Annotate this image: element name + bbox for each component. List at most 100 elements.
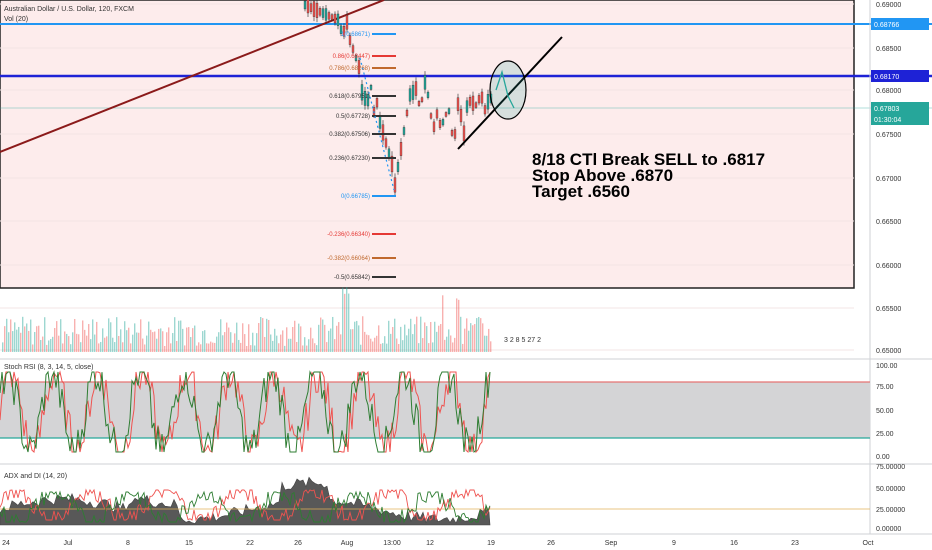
volume-bar [426, 326, 428, 352]
annotation-line-3[interactable]: Target .6560 [532, 182, 630, 201]
volume-bar [178, 320, 180, 352]
volume-bar [252, 332, 254, 352]
volume-bar [246, 345, 248, 352]
volume-bar [82, 320, 84, 352]
candle-body [456, 97, 460, 111]
volume-bar [310, 327, 312, 352]
volume-bar [244, 334, 246, 352]
volume-bar [30, 319, 32, 352]
volume-bar [138, 332, 140, 352]
volume-bar [56, 321, 58, 352]
candle-body [444, 112, 448, 117]
volume-bar [260, 317, 262, 352]
volume-bar [180, 320, 182, 352]
candle-body [384, 138, 388, 148]
volume-bar [364, 331, 366, 352]
volume-bar [156, 338, 158, 352]
volume-bar [70, 344, 72, 352]
volume-bar [400, 326, 402, 352]
candle-body [486, 94, 490, 110]
volume-bar [188, 327, 190, 352]
volume-bar [308, 339, 310, 352]
volume-bar [278, 343, 280, 352]
volume-bar [102, 328, 104, 352]
volume-bar [472, 325, 474, 352]
candle-body [429, 113, 433, 119]
fib-level-label: 0.382(0.67506) [329, 132, 370, 138]
volume-bar [80, 342, 82, 352]
volume-bar [474, 324, 476, 352]
volume-bar [440, 324, 442, 352]
volume-bars [2, 287, 492, 352]
volume-bar [64, 331, 66, 352]
fib-level-label: 1(0.68671) [341, 32, 370, 38]
candle-body [315, 2, 319, 18]
candle-body [408, 88, 412, 102]
volume-bar [140, 319, 142, 352]
breakout-circle-marker[interactable] [489, 60, 527, 120]
volume-bar [234, 333, 236, 352]
volume-bar [326, 342, 328, 352]
volume-bar [418, 343, 420, 352]
volume-bar [294, 320, 296, 352]
candle-body [345, 15, 349, 30]
candle-body [435, 109, 439, 119]
candle-body [348, 35, 352, 45]
volume-bar [342, 287, 344, 352]
price-tick-label: 0.68000 [876, 88, 901, 95]
volume-bar [466, 318, 468, 352]
volume-bar [482, 323, 484, 352]
time-axis[interactable]: 24 Jul 8 15 22 26 Aug 13:00 12 19 26 Sep 9 16 23 Oct [2, 540, 873, 547]
volume-bar [420, 316, 422, 352]
volume-bar [248, 324, 250, 352]
adx-di-lines [0, 476, 870, 526]
volume-bar [298, 323, 300, 352]
counter-trend-line[interactable] [457, 36, 563, 150]
volume-bar [168, 327, 170, 352]
volume-bar [484, 335, 486, 352]
volume-bar [74, 318, 76, 352]
volume-bar [14, 322, 16, 352]
candle-body [339, 25, 343, 34]
volume-bar [330, 328, 332, 352]
candle-body [423, 75, 427, 90]
plus-di-line [0, 488, 491, 522]
volume-bar [368, 335, 370, 352]
candle-body [399, 142, 403, 156]
adx-axis: 75.00000 50.00000 25.00000 0.00000 [876, 464, 905, 533]
volume-bar [438, 325, 440, 352]
volume-bar [212, 342, 214, 352]
volume-bar [216, 336, 218, 352]
events-badge[interactable]: 3 2 8 5 27 2 [504, 337, 541, 344]
price-tick-label: 0.67000 [876, 176, 901, 183]
volume-bar [256, 333, 258, 352]
fib-retracement[interactable]: 1(0.68671) 0.86(0.68447) 0.786(0.68268) 0.6… [327, 32, 396, 281]
volume-bar [232, 342, 234, 352]
volume-bar [110, 322, 112, 352]
volume-bar [408, 328, 410, 352]
price-axis[interactable]: 0.69000 0.68500 0.68000 0.67500 0.67000 0.665… [871, 2, 929, 355]
candle-body [393, 177, 397, 193]
annotation-line-2[interactable]: Stop Above .6870 [532, 166, 673, 185]
volume-bar [304, 337, 306, 352]
candle-body [363, 90, 367, 106]
volume-bar [356, 320, 358, 352]
time-axis-label: 13:00 [383, 540, 401, 547]
volume-bar [28, 330, 30, 352]
volume-bar [46, 344, 48, 352]
volume-bar [490, 341, 492, 352]
volume-bar [120, 329, 122, 352]
long-trend-line[interactable] [0, 0, 385, 153]
volume-bar [258, 323, 260, 352]
volume-bar [88, 324, 90, 352]
candle-body [480, 91, 484, 104]
volume-bar [94, 334, 96, 352]
volume-bar [318, 324, 320, 352]
volume-bar [166, 332, 168, 352]
volume-bar [392, 327, 394, 352]
annotation-line-1[interactable]: 8/18 CTl Break SELL to .6817 [532, 150, 765, 169]
volume-bar [280, 334, 282, 352]
stoch-rsi-k-line [0, 370, 491, 453]
volume-bar [314, 343, 316, 352]
